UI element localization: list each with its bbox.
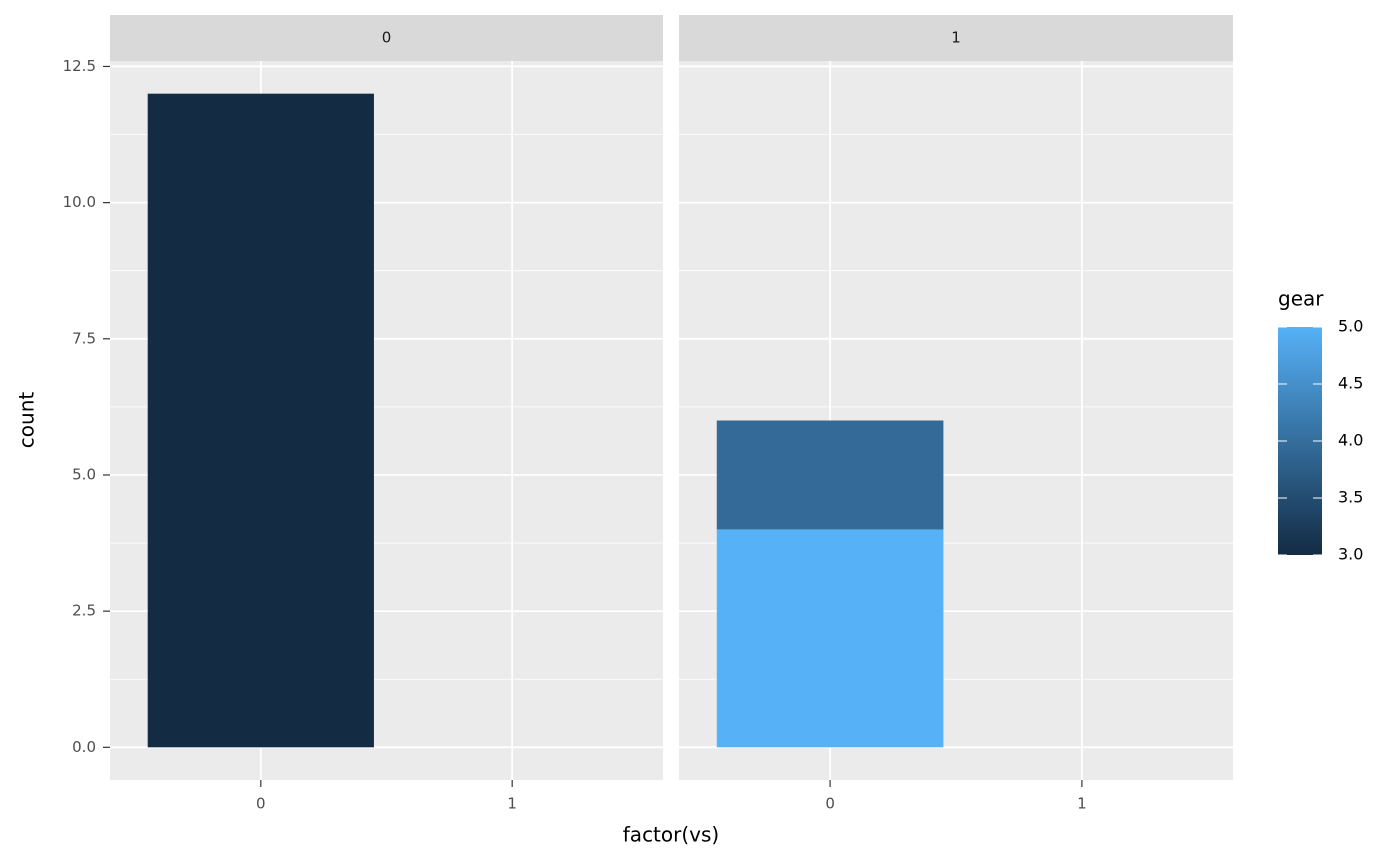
y-tick-label: 12.5 bbox=[63, 57, 96, 75]
y-tick-label: 5.0 bbox=[72, 465, 96, 483]
x-tick-label: 1 bbox=[1077, 795, 1087, 813]
strip bbox=[679, 15, 1233, 61]
y-tick-label: 2.5 bbox=[72, 602, 96, 620]
x-axis-title: factor(vs) bbox=[623, 823, 719, 847]
strip-label: 1 bbox=[951, 29, 961, 47]
y-tick-label: 0.0 bbox=[72, 738, 96, 756]
strip bbox=[110, 15, 663, 61]
bar-segment bbox=[716, 420, 944, 530]
legend-label: 4.0 bbox=[1338, 431, 1363, 450]
x-tick-label: 1 bbox=[507, 795, 517, 813]
legend-label: 3.5 bbox=[1338, 488, 1363, 507]
legend-title: gear bbox=[1278, 287, 1324, 311]
strip-label: 0 bbox=[382, 29, 392, 47]
bar-segment bbox=[147, 93, 374, 748]
y-tick-label: 7.5 bbox=[72, 329, 96, 347]
y-tick-label: 10.0 bbox=[63, 193, 96, 211]
legend-label: 4.5 bbox=[1338, 374, 1363, 393]
x-tick-label: 0 bbox=[825, 795, 835, 813]
x-tick-label: 0 bbox=[256, 795, 266, 813]
bar-segment bbox=[716, 529, 944, 748]
legend-label: 3.0 bbox=[1338, 545, 1363, 564]
y-axis-title: count bbox=[15, 392, 39, 449]
legend-label: 5.0 bbox=[1338, 317, 1363, 336]
